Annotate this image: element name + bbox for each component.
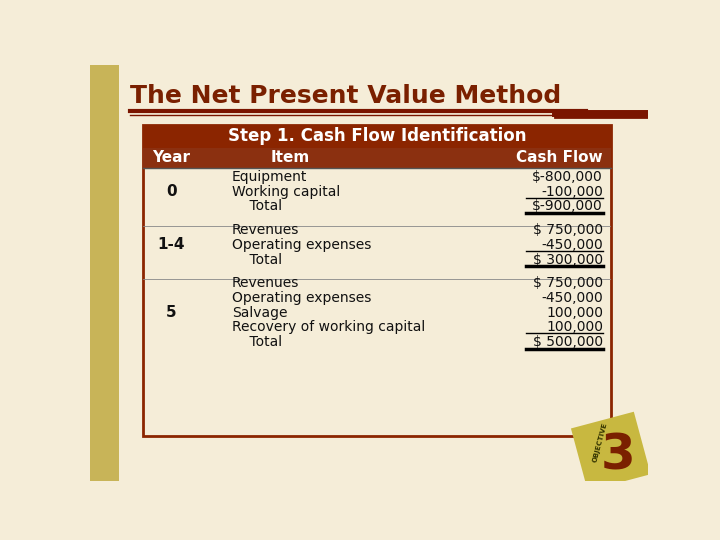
Text: Step 1. Cash Flow Identification: Step 1. Cash Flow Identification (228, 127, 526, 145)
Text: 11: 11 (617, 457, 632, 470)
Text: -100,000: -100,000 (541, 185, 603, 199)
Bar (143, 148, 611, 168)
Text: $ 300,000: $ 300,000 (533, 253, 603, 267)
Text: $ 750,000: $ 750,000 (533, 276, 603, 291)
Text: 3: 3 (601, 431, 636, 479)
Text: Total: Total (232, 253, 282, 267)
Text: -450,000: -450,000 (541, 238, 603, 252)
Text: Recovery of working capital: Recovery of working capital (232, 320, 425, 334)
Text: 5: 5 (166, 305, 176, 320)
Text: $-900,000: $-900,000 (532, 199, 603, 213)
Text: Salvage: Salvage (232, 306, 287, 320)
Text: Revenues: Revenues (232, 224, 300, 238)
Polygon shape (571, 411, 651, 491)
Text: Revenues: Revenues (232, 276, 300, 291)
Text: OBJECTIVE: OBJECTIVE (592, 421, 608, 463)
Text: $-800,000: $-800,000 (532, 170, 603, 184)
Text: The Net Present Value Method: The Net Present Value Method (130, 84, 562, 107)
Text: Working capital: Working capital (232, 185, 340, 199)
Text: 0: 0 (166, 184, 176, 199)
Text: Item: Item (270, 151, 310, 165)
Text: -450,000: -450,000 (541, 291, 603, 305)
Text: $ 750,000: $ 750,000 (533, 224, 603, 238)
Text: 100,000: 100,000 (546, 306, 603, 320)
Text: Operating expenses: Operating expenses (232, 238, 372, 252)
Text: Total: Total (232, 199, 282, 213)
Bar (90, 65, 120, 481)
Text: 1-4: 1-4 (158, 238, 185, 253)
Text: Year: Year (153, 151, 190, 165)
Text: Equipment: Equipment (232, 170, 307, 184)
Bar (143, 125, 611, 436)
Text: 100,000: 100,000 (546, 320, 603, 334)
Text: $ 500,000: $ 500,000 (533, 335, 603, 349)
Text: Cash Flow: Cash Flow (516, 151, 603, 165)
Text: Operating expenses: Operating expenses (232, 291, 372, 305)
Bar (143, 125, 611, 148)
Text: Total: Total (232, 335, 282, 349)
